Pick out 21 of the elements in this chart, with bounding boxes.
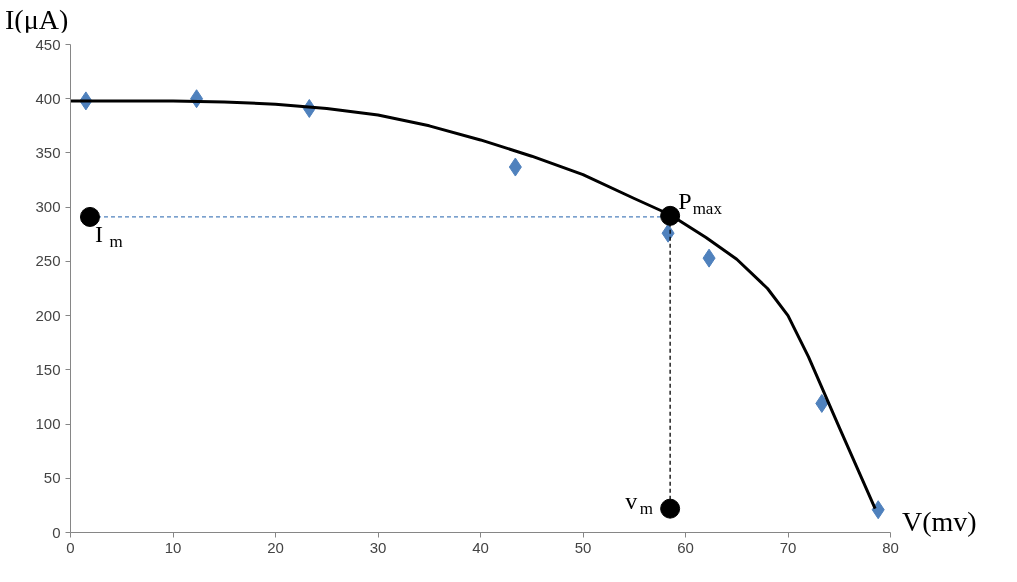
x-tick-label: 20 xyxy=(267,538,284,556)
y-tick-label: 200 xyxy=(35,306,61,324)
y-tick-label: 250 xyxy=(35,252,61,270)
x-tick-label: 10 xyxy=(164,538,182,556)
x-tick-label: 50 xyxy=(574,538,592,556)
x-tick-label: 80 xyxy=(882,538,899,556)
x-tick-label: 70 xyxy=(779,538,797,556)
y-axis-title: I(μA) xyxy=(5,4,69,35)
x-axis-title: V(mv) xyxy=(902,505,977,539)
y-tick-label: 350 xyxy=(35,143,61,161)
y-tick-label: 50 xyxy=(43,469,61,487)
y-tick-label: 150 xyxy=(35,360,61,378)
x-tick-label: 30 xyxy=(369,538,387,556)
y-tick-label: 0 xyxy=(52,523,61,541)
y-tick-label: 300 xyxy=(35,198,61,216)
x-tick-label: 40 xyxy=(472,538,489,556)
y-tick-label: 100 xyxy=(35,415,61,433)
x-tick-label: 0 xyxy=(66,538,75,556)
x-tick-label: 60 xyxy=(677,538,694,556)
y-tick-label: 400 xyxy=(35,89,61,107)
y-tick-label: 450 xyxy=(35,35,61,53)
